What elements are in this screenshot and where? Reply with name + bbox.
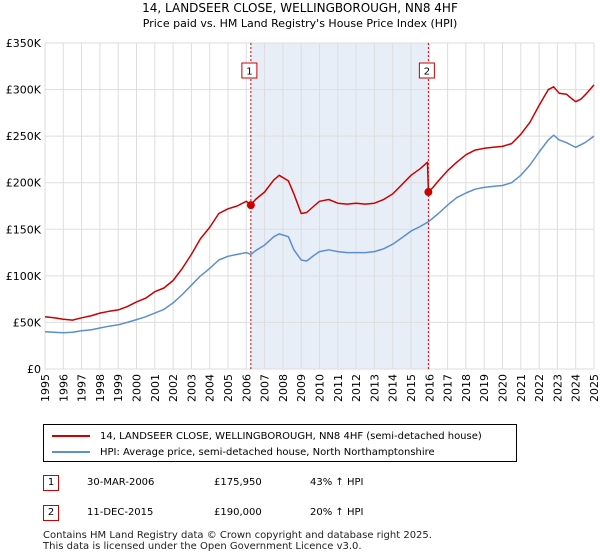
- footer-licence: This data is licensed under the Open Gov…: [43, 541, 362, 552]
- y-tick-label: £350K: [6, 37, 42, 50]
- legend-entry-property: 14, LANDSEER CLOSE, WELLINGBOROUGH, NN8 …: [52, 429, 482, 443]
- y-tick-label: £50K: [13, 316, 42, 329]
- x-tick-label: 2024: [570, 374, 583, 402]
- x-tick-label: 2022: [533, 374, 546, 402]
- legend-label-property: 14, LANDSEER CLOSE, WELLINGBOROUGH, NN8 …: [100, 430, 482, 442]
- x-tick-label: 1999: [112, 374, 125, 402]
- legend-swatch-property: [52, 435, 90, 437]
- legend-entry-hpi: HPI: Average price, semi-detached house,…: [52, 445, 435, 459]
- marker-label: 1: [246, 67, 252, 78]
- transaction-hpi: 20% ↑ HPI: [310, 507, 364, 518]
- x-tick-label: 2017: [442, 374, 455, 402]
- x-tick-label: 2021: [515, 374, 528, 402]
- x-tick-label: 2011: [332, 374, 345, 402]
- x-tick-label: 1996: [57, 374, 70, 402]
- footer: Contains HM Land Registry data © Crown c…: [43, 530, 432, 552]
- x-tick-label: 2006: [240, 374, 253, 402]
- x-tick-label: 2012: [350, 374, 363, 402]
- transaction-badge: 2: [43, 505, 59, 521]
- x-tick-label: 2014: [387, 374, 400, 402]
- x-tick-label: 2004: [204, 374, 217, 402]
- x-tick-label: 2009: [295, 374, 308, 402]
- marker-box: [418, 62, 435, 79]
- transaction-price: £190,000: [214, 507, 262, 518]
- x-tick-label: 2007: [259, 374, 272, 402]
- x-tick-label: 2019: [478, 374, 491, 402]
- sale-point: [424, 188, 433, 197]
- y-tick-label: £300K: [6, 84, 42, 97]
- y-tick-label: £200K: [6, 177, 42, 190]
- x-tick-label: 2023: [551, 374, 564, 402]
- transaction-hpi: 43% ↑ HPI: [310, 477, 364, 488]
- x-tick-label: 2005: [222, 374, 235, 402]
- shaded-period: [250, 43, 429, 369]
- x-tick-label: 2008: [277, 374, 290, 402]
- x-tick-label: 2001: [149, 374, 162, 402]
- x-tick-label: 2015: [405, 374, 418, 402]
- y-tick-label: £250K: [6, 130, 42, 143]
- legend-swatch-hpi: [52, 451, 90, 453]
- x-tick-label: 2000: [131, 374, 144, 402]
- y-tick-label: £100K: [6, 270, 42, 283]
- x-tick-label: 2010: [314, 374, 327, 402]
- price-chart: 14, LANDSEER CLOSE, WELLINGBOROUGH, NN8 …: [6, 1, 600, 402]
- x-tick-label: 2025: [588, 374, 600, 402]
- x-tick-label: 1997: [76, 374, 89, 402]
- legend-label-hpi: HPI: Average price, semi-detached house,…: [100, 446, 435, 458]
- x-tick-label: 2016: [423, 374, 436, 402]
- y-tick-label: £0: [27, 363, 41, 376]
- series-line-hpi: [44, 134, 595, 334]
- series-line-property: [44, 84, 595, 321]
- x-tick-label: 2020: [497, 374, 510, 402]
- x-tick-label: 1995: [39, 374, 52, 402]
- transaction-date: 30-MAR-2006: [87, 477, 155, 488]
- chart-subtitle: Price paid vs. HM Land Registry's House …: [143, 17, 458, 30]
- x-tick-label: 2002: [167, 374, 180, 402]
- y-tick-label: £150K: [6, 223, 42, 236]
- legend: 14, LANDSEER CLOSE, WELLINGBOROUGH, NN8 …: [43, 424, 517, 462]
- transaction-date: 11-DEC-2015: [87, 507, 154, 518]
- marker-box: [241, 62, 258, 79]
- x-tick-label: 2003: [185, 374, 198, 402]
- transaction-price: £175,950: [214, 477, 262, 488]
- sale-point: [246, 201, 255, 210]
- x-tick-label: 2018: [460, 374, 473, 402]
- chart-title: 14, LANDSEER CLOSE, WELLINGBOROUGH, NN8 …: [142, 1, 458, 15]
- transaction-badge: 1: [43, 475, 59, 491]
- x-tick-label: 1998: [94, 374, 107, 402]
- marker-label: 2: [424, 67, 430, 78]
- x-tick-label: 2013: [368, 374, 381, 402]
- footer-copyright: Contains HM Land Registry data © Crown c…: [43, 530, 432, 541]
